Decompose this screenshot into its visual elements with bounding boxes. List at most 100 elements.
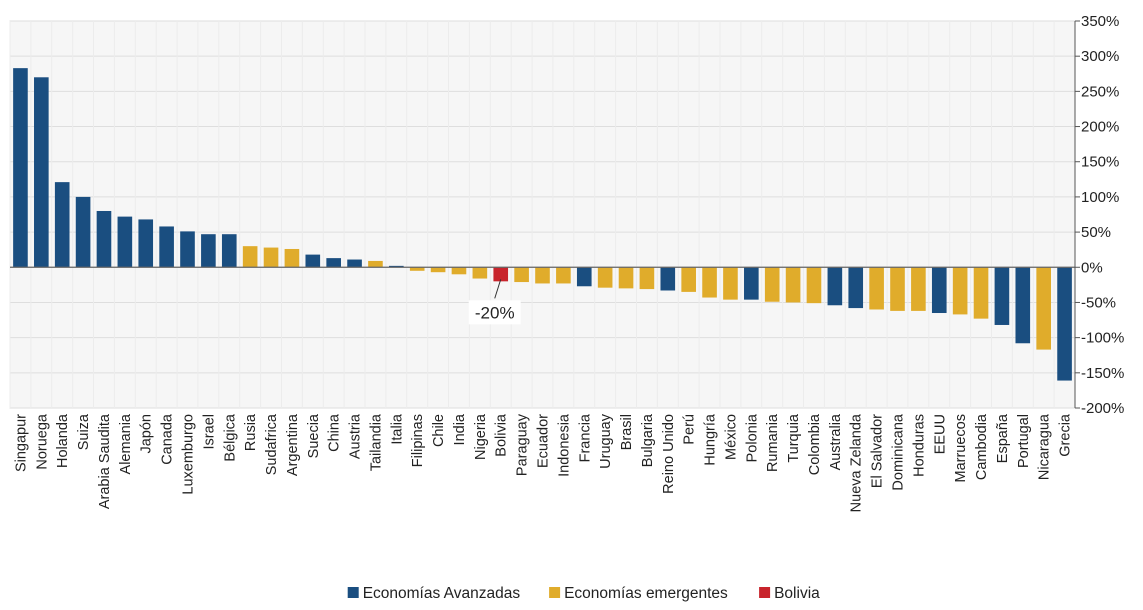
bar — [911, 267, 926, 311]
annotation-box — [468, 300, 521, 325]
bar — [305, 254, 321, 268]
category-label: Sudafrica — [264, 413, 280, 475]
bar — [159, 226, 174, 268]
bar — [242, 246, 258, 268]
legend-label-adv: Economías Avanzadas — [363, 585, 521, 602]
category-label: Dominicana — [891, 413, 907, 490]
bar — [827, 267, 843, 306]
category-label: Polonia — [744, 413, 760, 462]
bar — [1036, 267, 1051, 350]
y-tick-label: 300% — [1081, 48, 1119, 65]
bar — [952, 267, 968, 315]
y-tick-label: 0% — [1081, 259, 1103, 276]
category-label: Bulgaria — [640, 413, 656, 467]
bar — [430, 267, 446, 273]
bar — [493, 267, 509, 282]
bar — [1057, 267, 1072, 381]
plot-area — [9, 20, 1076, 409]
category-label: Rusia — [243, 413, 259, 451]
category-label: Hungría — [703, 413, 719, 466]
y-tick-label: 150% — [1081, 154, 1119, 171]
bar — [201, 234, 216, 268]
category-label: El Salvador — [870, 414, 886, 488]
category-label: Paraguay — [515, 413, 531, 476]
category-label: Honduras — [911, 414, 927, 477]
x-axis-category-labels: Singapur Noruega Holanda Suiza Arabia Saudit… — [13, 413, 1073, 512]
category-label: Ecuador — [536, 414, 552, 468]
bar — [263, 247, 279, 268]
bar — [180, 231, 195, 268]
gridlines — [9, 20, 1076, 409]
bar — [451, 267, 467, 275]
plot-background-layer — [9, 20, 1076, 409]
bar — [723, 267, 738, 300]
category-label: Brasil — [619, 414, 635, 450]
y-axis-tick-labels: 350% 300% 250% 200% 150% 100% 50% 0% -50% -100% -1… — [1075, 13, 1124, 417]
bar — [514, 267, 529, 283]
bar — [973, 267, 989, 319]
category-label: Nicaragua — [1037, 413, 1053, 480]
zero-line-layer — [10, 21, 1076, 408]
bar — [681, 267, 696, 292]
category-label: España — [995, 413, 1011, 463]
category-label: Noruega — [34, 413, 50, 470]
category-label: Argentina — [285, 413, 301, 476]
category-label: Portugal — [1016, 414, 1032, 468]
bar — [597, 267, 613, 288]
category-label: Turquia — [786, 413, 802, 463]
category-label: Francia — [577, 413, 593, 462]
y-tick-label: -150% — [1081, 365, 1124, 382]
category-label: Australia — [828, 413, 844, 470]
bar — [117, 216, 133, 268]
bar — [1015, 267, 1031, 344]
y-tick-label: 50% — [1081, 224, 1111, 241]
category-label: Chile — [431, 414, 447, 447]
category-label: Alemania — [118, 413, 134, 474]
y-tick-label: 350% — [1081, 13, 1119, 30]
bar — [54, 182, 70, 268]
category-label: Austria — [348, 413, 364, 459]
y-tick-label: -200% — [1081, 400, 1124, 417]
bar — [931, 267, 947, 314]
bar — [368, 260, 383, 268]
bar — [326, 258, 341, 268]
category-label: Reino Unido — [661, 414, 677, 494]
category-label: Suecia — [306, 413, 322, 458]
legend-label-bol: Bolivia — [774, 585, 820, 602]
bar — [347, 259, 362, 268]
bar — [96, 210, 112, 268]
legend-label-emg: Economías emergentes — [564, 585, 728, 602]
bar — [660, 267, 676, 291]
category-label: Singapur — [13, 414, 29, 472]
category-label: Italia — [389, 413, 405, 445]
bar — [138, 219, 154, 268]
bar — [34, 77, 49, 268]
bar — [744, 267, 759, 300]
bar — [806, 267, 822, 304]
bar — [13, 68, 28, 268]
legend-swatch-adv — [347, 587, 359, 598]
bar — [869, 267, 884, 310]
bar — [556, 267, 571, 284]
annotations: -20% — [468, 279, 521, 325]
bar — [389, 265, 404, 268]
category-label: Holanda — [55, 413, 71, 468]
category-label: Perú — [682, 414, 698, 445]
category-label: Colombia — [807, 413, 823, 475]
category-label: Uruguay — [598, 413, 614, 469]
category-label: Japón — [139, 414, 155, 454]
category-label: Rumania — [765, 413, 781, 472]
category-label: Cambodia — [974, 413, 990, 480]
category-label: Bolivia — [494, 413, 510, 457]
bar — [618, 267, 634, 289]
bar — [994, 267, 1010, 325]
category-label: Tailandia — [368, 413, 384, 471]
bar — [848, 267, 864, 309]
category-label: Canada — [160, 413, 176, 465]
category-label: Nueva Zelanda — [849, 413, 865, 512]
category-label: Indonesia — [556, 413, 572, 477]
category-label: China — [327, 413, 343, 452]
category-label: Marruecos — [953, 414, 969, 483]
